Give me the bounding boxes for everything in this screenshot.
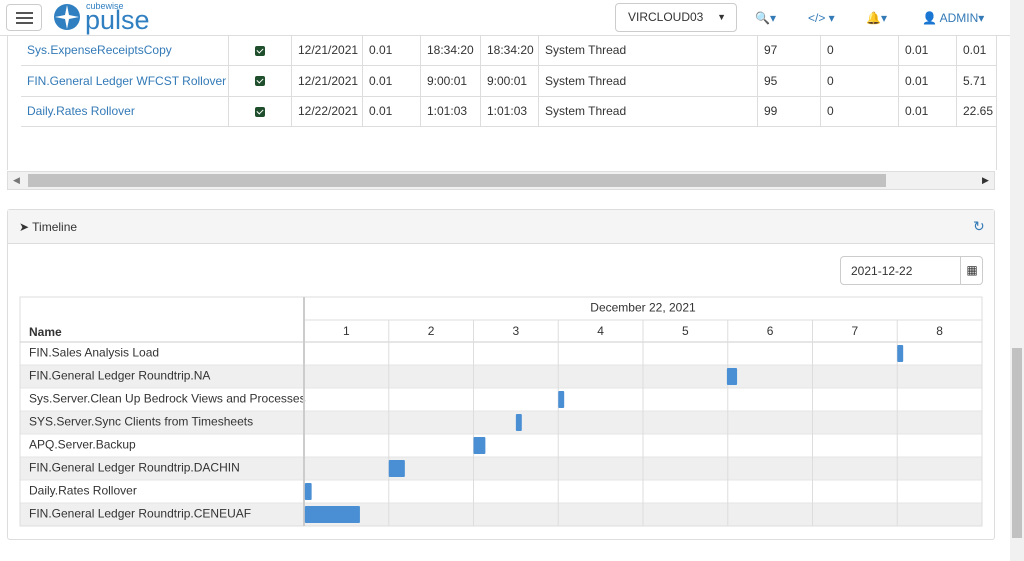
table-cell: 18:34:20 xyxy=(481,35,539,66)
checkbox xyxy=(255,106,265,117)
calendar-icon[interactable]: ▦ xyxy=(960,257,983,284)
table-cell: 9:00:01 xyxy=(421,65,481,97)
navbar: cubewise pulse VIRCLOUD03 ▼ 🔍▾ </> ▾ 🔔▾ 👤… xyxy=(0,0,1010,36)
logo-icon xyxy=(54,4,80,30)
row-band xyxy=(20,411,982,434)
table-cell: 99 xyxy=(758,96,821,127)
table-cell: 9:00:01 xyxy=(481,65,539,97)
table-cell[interactable]: FIN.General Ledger WFCST Rollover xyxy=(21,65,229,97)
table-cell: 0.01 xyxy=(899,35,957,66)
hour-label: 1 xyxy=(343,324,350,338)
task-name: FIN.General Ledger Roundtrip.CENEUAF xyxy=(29,507,251,521)
server: VIRCLOUD03 xyxy=(628,10,704,24)
table-cell: 1:01:03 xyxy=(481,96,539,127)
table-cell: 0.01 xyxy=(363,96,421,127)
table-cell: 1:01:03 xyxy=(421,96,481,127)
table-cell[interactable]: Sys.ExpenseReceiptsCopy xyxy=(21,35,229,66)
horizontal-scrollbar[interactable]: ◀ ▶ xyxy=(7,171,995,190)
row-band xyxy=(20,365,982,388)
hour-label: 4 xyxy=(597,324,604,338)
checkbox xyxy=(255,45,265,56)
user: ADMIN xyxy=(939,11,979,25)
task-bar xyxy=(388,460,405,477)
table-cell xyxy=(229,96,292,127)
row-band xyxy=(20,503,982,526)
table-cell: System Thread xyxy=(539,65,758,97)
task-name: FIN.General Ledger Roundtrip.DACHIN xyxy=(29,461,240,475)
hour-label: 6 xyxy=(767,324,774,338)
chart-frame xyxy=(19,296,983,527)
table-cell: 0.01 xyxy=(899,96,957,127)
scroll-left[interactable]: ◀ xyxy=(13,175,20,185)
table-cell: 22.65 xyxy=(957,96,996,127)
hour-label: 8 xyxy=(936,324,943,338)
panel-header: ➤ Timeline ↻ xyxy=(8,210,994,244)
table-cell xyxy=(229,65,292,97)
scroll-right[interactable]: ▶ xyxy=(982,175,989,185)
table-cell: 12/22/2021 xyxy=(292,96,363,127)
table: TimesheetsSys.ExpenseReceiptsCopy12/21/2… xyxy=(7,20,997,170)
task-bar xyxy=(304,483,312,500)
table-cell[interactable]: Daily.Rates Rollover xyxy=(21,96,229,127)
code-menu[interactable]: </> ▾ xyxy=(808,11,835,25)
table-cell: 0 xyxy=(821,35,899,66)
name-header: Name xyxy=(29,325,62,339)
table-cell: System Thread xyxy=(539,96,758,127)
table-cell: 5.71 xyxy=(957,66,996,97)
task-bar xyxy=(558,391,565,408)
table-cell: 0.01 xyxy=(363,35,421,66)
table-cell: 0.01 xyxy=(957,35,996,66)
refresh-button[interactable]: ↻ xyxy=(973,218,985,234)
menu-button[interactable] xyxy=(6,4,42,31)
checkbox xyxy=(255,76,265,87)
table-cell: 12/21/2021 xyxy=(292,65,363,97)
date-picker[interactable]: 2021-12-22 ▦ xyxy=(840,256,983,285)
vertical-scrollbar[interactable] xyxy=(1010,0,1024,561)
logo-small: cubewise xyxy=(86,1,124,11)
task-name: APQ.Server.Backup xyxy=(29,438,136,452)
task-bar xyxy=(473,437,486,454)
table-cell: 0.01 xyxy=(363,65,421,97)
task-bar xyxy=(726,368,738,385)
hour-label: 7 xyxy=(852,324,859,338)
day-label: December 22, 2021 xyxy=(590,301,696,315)
task-name: Sys.Server.Clean Up Bedrock Views and Pr… xyxy=(29,392,306,406)
panel-title[interactable]: ➤ Timeline xyxy=(19,220,78,234)
date: 2021-12-22 xyxy=(851,264,913,278)
table-cell: 0 xyxy=(821,96,899,127)
timeline-panel: ➤ Timeline ↻ 2021-12-22 ▦ xyxy=(7,209,995,540)
task-name: Daily.Rates Rollover xyxy=(29,484,137,498)
table-cell: 12/21/2021 xyxy=(292,35,363,66)
task-name: SYS.Server.Sync Clients from Timesheets xyxy=(29,415,253,429)
table-cell: 18:34:20 xyxy=(421,35,481,66)
task-name: FIN.Sales Analysis Load xyxy=(29,346,159,360)
task-name: FIN.General Ledger Roundtrip.NA xyxy=(29,369,210,383)
task-bar xyxy=(304,506,360,523)
server-select[interactable]: VIRCLOUD03 ▼ xyxy=(615,3,737,32)
table-cell: 0.01 xyxy=(899,65,957,97)
row-band xyxy=(20,457,982,480)
alerts-menu[interactable]: 🔔▾ xyxy=(866,11,887,25)
task-bar xyxy=(515,414,522,431)
table-cell: 0 xyxy=(821,65,899,97)
scroll-thumb[interactable] xyxy=(1012,348,1022,538)
table-cell: 95 xyxy=(758,65,821,97)
user-menu[interactable]: 👤 ADMIN▾ xyxy=(922,11,985,25)
table-cell xyxy=(229,35,292,66)
hour-label: 3 xyxy=(513,324,520,338)
hour-label: 5 xyxy=(682,324,689,338)
table-cell: 97 xyxy=(758,35,821,66)
logo: pulse xyxy=(85,5,150,35)
search-menu[interactable]: 🔍▾ xyxy=(755,11,776,25)
table-cell: System Thread xyxy=(539,35,758,66)
task-bar xyxy=(897,345,904,362)
hour-label: 2 xyxy=(428,324,435,338)
scroll-thumb[interactable] xyxy=(28,174,886,187)
title: Timeline xyxy=(32,220,78,234)
